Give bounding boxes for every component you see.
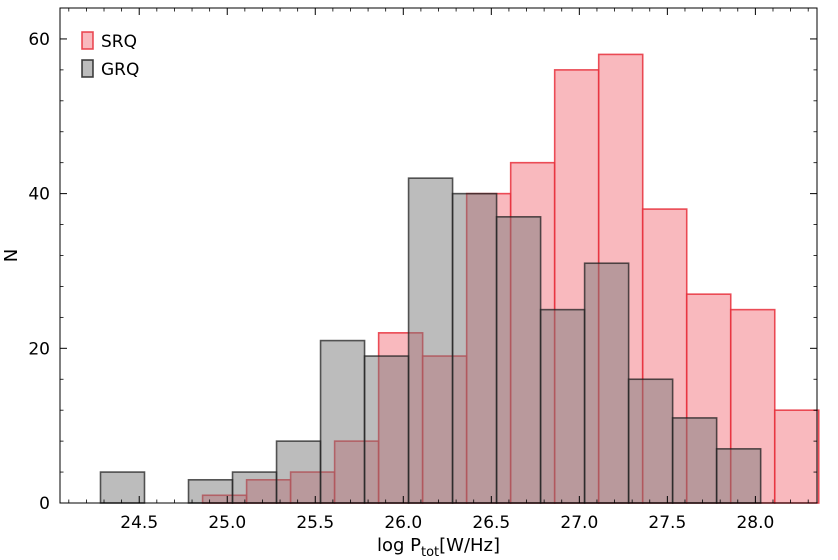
grq-bar	[495, 216, 542, 504]
x-tick-label: 25.5	[296, 513, 334, 533]
srq-legend-label: SRQ	[101, 32, 137, 52]
grq-bar	[319, 339, 366, 504]
grq-bar	[715, 448, 762, 504]
x-axis-label-subscript: tot	[421, 545, 439, 560]
grq-bar	[451, 192, 498, 504]
x-tick-label: 28.0	[736, 513, 774, 533]
x-tick-label: 27.5	[648, 513, 686, 533]
x-tick-label: 26.5	[472, 513, 510, 533]
grq-bar	[539, 308, 586, 504]
x-tick-label: 24.5	[120, 513, 158, 533]
x-tick-label: 26.0	[384, 513, 422, 533]
bars-layer	[99, 53, 820, 504]
x-axis-label-main: log P	[377, 535, 421, 556]
grq-legend-label: GRQ	[101, 60, 139, 80]
grq-bar	[583, 262, 630, 504]
y-tick-label: 40	[28, 185, 50, 205]
grq-bar	[187, 478, 234, 504]
grq-bar	[407, 177, 454, 504]
grq-bar	[275, 440, 322, 504]
srq-legend-swatch	[81, 31, 94, 50]
x-tick-label: 25.0	[208, 513, 246, 533]
x-axis-label-unit: [W/Hz]	[439, 535, 500, 556]
grq-bar	[627, 378, 674, 504]
grq-legend-swatch	[81, 59, 94, 78]
y-tick-label: 60	[28, 30, 50, 50]
grq-bar	[363, 355, 410, 504]
y-tick-label: 0	[39, 494, 50, 514]
grq-bar	[231, 471, 278, 504]
grq-bar	[99, 471, 146, 504]
y-axis-label: N	[1, 249, 22, 262]
srq-bar	[773, 409, 820, 504]
legend: SRQ GRQ	[81, 31, 139, 80]
x-axis-label: log Ptot[W/Hz]	[377, 535, 500, 560]
grq-bar	[671, 417, 718, 504]
ticks-layer: 24.5 25.0 25.5 26.0 26.5 27.0 27.5 28.0 0 20 40 60	[28, 7, 817, 533]
x-tick-label: 27.0	[560, 513, 598, 533]
y-tick-label: 20	[28, 339, 50, 359]
